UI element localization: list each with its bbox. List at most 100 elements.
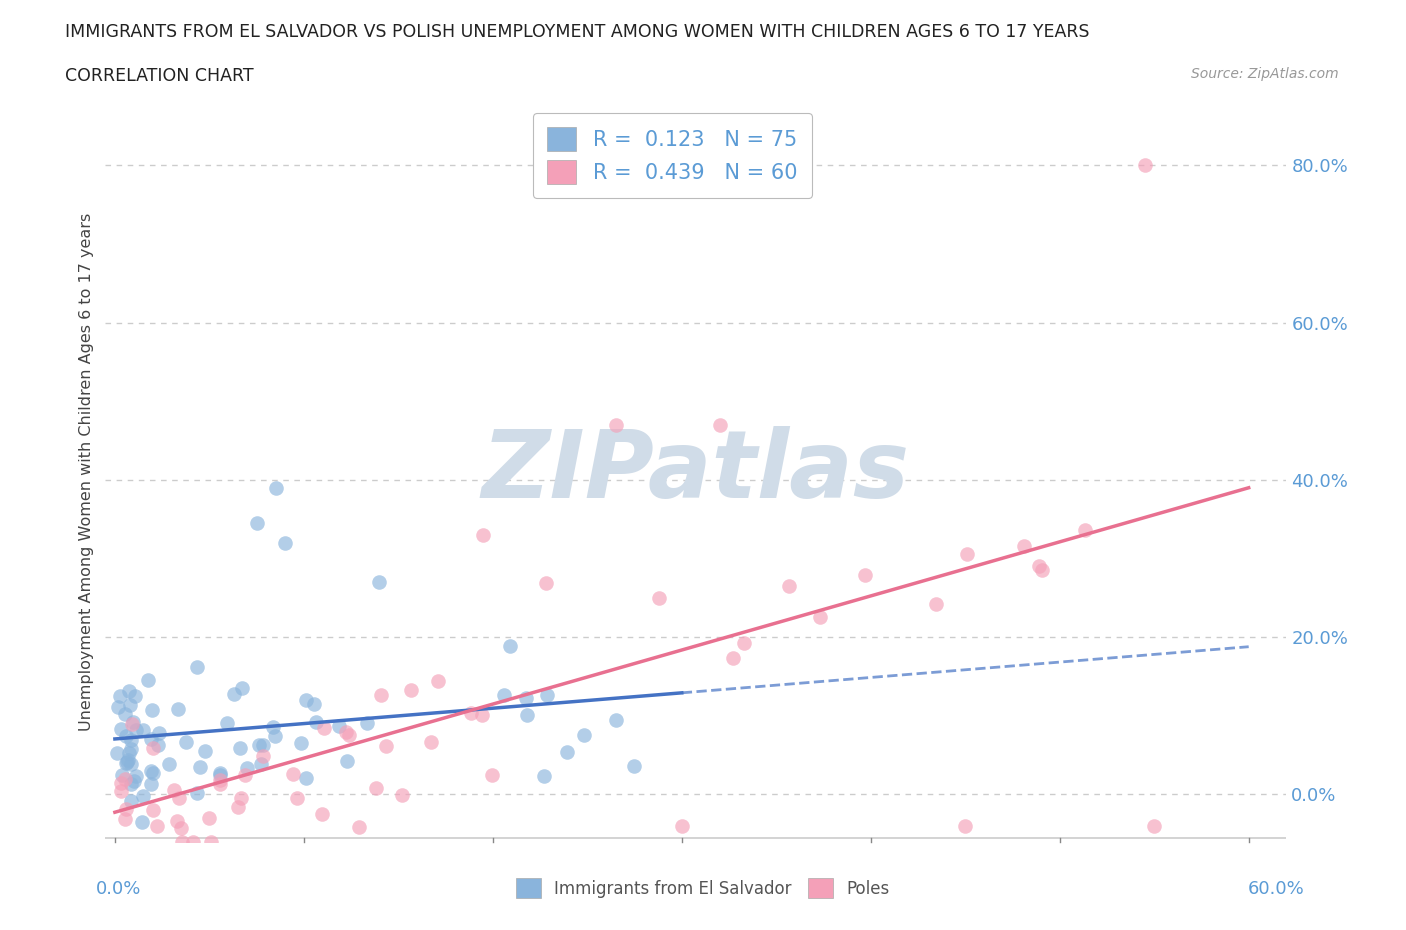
Point — [311, 807, 333, 822]
Point — [141, 764, 163, 778]
Point — [132, 789, 155, 804]
Point — [853, 567, 876, 582]
Point — [605, 712, 627, 727]
Point — [471, 708, 494, 723]
Point — [114, 812, 136, 827]
Point — [145, 819, 167, 834]
Point — [139, 777, 162, 791]
Text: IMMIGRANTS FROM EL SALVADOR VS POLISH UNEMPLOYMENT AMONG WOMEN WITH CHILDREN AGE: IMMIGRANTS FROM EL SALVADOR VS POLISH UN… — [65, 23, 1090, 41]
Point — [224, 686, 246, 701]
Point — [515, 690, 537, 705]
Point — [721, 651, 744, 666]
Point — [1031, 563, 1053, 578]
Point — [605, 418, 627, 432]
Point — [188, 759, 211, 774]
Point — [498, 639, 520, 654]
Point — [118, 746, 141, 761]
Point — [250, 757, 273, 772]
Point — [174, 735, 197, 750]
Point — [198, 811, 221, 826]
Point — [1133, 158, 1156, 173]
Point — [114, 706, 136, 721]
Point — [186, 786, 208, 801]
Point — [252, 749, 274, 764]
Point — [170, 821, 193, 836]
Point — [118, 683, 141, 698]
Point — [208, 768, 231, 783]
Point — [115, 802, 138, 817]
Point — [169, 790, 191, 805]
Point — [110, 688, 132, 703]
Point — [122, 774, 145, 789]
Point — [120, 733, 142, 748]
Point — [114, 771, 136, 786]
Point — [295, 693, 318, 708]
Point — [111, 768, 134, 783]
Point — [290, 736, 312, 751]
Point — [200, 834, 222, 849]
Point — [335, 724, 357, 739]
Point — [110, 783, 132, 798]
Point — [136, 673, 159, 688]
Point — [472, 527, 495, 542]
Point — [1074, 522, 1097, 537]
Point — [247, 737, 270, 752]
Point — [120, 777, 142, 791]
Point — [157, 757, 180, 772]
Point — [120, 794, 142, 809]
Point — [142, 765, 165, 780]
Point — [427, 673, 450, 688]
Point — [337, 727, 360, 742]
Point — [494, 687, 516, 702]
Point — [209, 773, 232, 788]
Point — [709, 418, 731, 432]
Point — [186, 659, 208, 674]
Point — [142, 740, 165, 755]
Point — [516, 708, 538, 723]
Point — [166, 814, 188, 829]
Point — [1143, 818, 1166, 833]
Point — [125, 723, 148, 737]
Point — [110, 776, 132, 790]
Text: 60.0%: 60.0% — [1249, 880, 1305, 897]
Point — [105, 745, 128, 760]
Point — [121, 716, 143, 731]
Point — [312, 720, 335, 735]
Point — [555, 744, 578, 759]
Point — [120, 741, 142, 756]
Point — [648, 591, 671, 605]
Point — [623, 758, 645, 773]
Point — [347, 819, 370, 834]
Point — [115, 754, 138, 769]
Point — [246, 515, 269, 530]
Point — [956, 547, 979, 562]
Point — [226, 799, 249, 814]
Point — [305, 715, 328, 730]
Point — [955, 818, 977, 833]
Point — [229, 740, 252, 755]
Point — [231, 681, 253, 696]
Point — [534, 576, 557, 591]
Point — [283, 766, 305, 781]
Point — [328, 719, 350, 734]
Point — [252, 737, 274, 752]
Point — [336, 753, 359, 768]
Point — [141, 702, 163, 717]
Point — [399, 683, 422, 698]
Legend: R =  0.123   N = 75, R =  0.439   N = 60: R = 0.123 N = 75, R = 0.439 N = 60 — [533, 113, 813, 198]
Point — [167, 701, 190, 716]
Point — [209, 766, 232, 781]
Point — [110, 722, 132, 737]
Point — [294, 770, 316, 785]
Point — [142, 803, 165, 817]
Point — [146, 737, 169, 752]
Point — [460, 706, 482, 721]
Point — [141, 732, 163, 747]
Y-axis label: Unemployment Among Women with Children Ages 6 to 17 years: Unemployment Among Women with Children A… — [79, 213, 94, 731]
Point — [481, 768, 503, 783]
Point — [572, 727, 595, 742]
Point — [170, 834, 193, 849]
Point — [107, 699, 129, 714]
Point — [122, 714, 145, 729]
Point — [120, 698, 142, 712]
